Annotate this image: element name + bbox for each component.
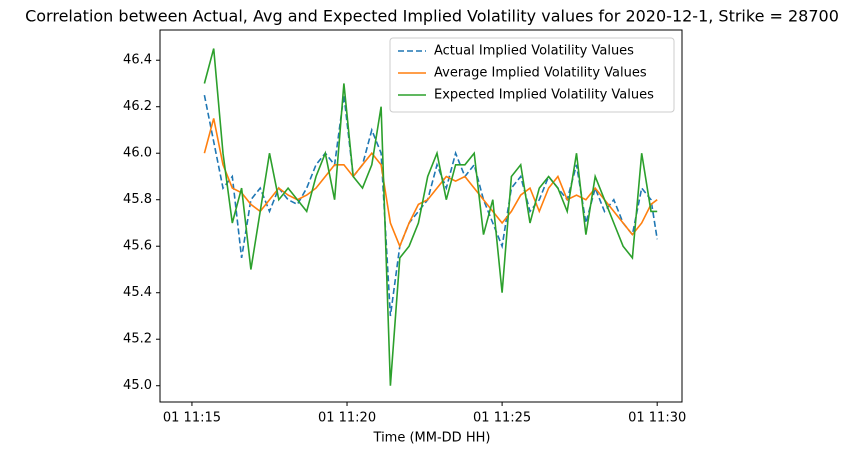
plot-frame: [159, 29, 683, 403]
y-tick-label: 46.4: [123, 53, 152, 68]
y-tick-label: 45.2: [123, 332, 152, 347]
series-line: [203, 94, 658, 317]
y-tick-label: 45.4: [123, 285, 152, 300]
legend-label: Expected Implied Volatility Values: [434, 88, 654, 103]
x-tick-label: 01 11:30: [628, 411, 686, 426]
y-tick-label: 45.6: [123, 239, 152, 254]
y-tick-label: 45.0: [123, 378, 152, 393]
x-axis-label: Time (MM-DD HH): [373, 431, 491, 446]
legend: Actual Implied Volatility Values Average …: [389, 37, 675, 113]
legend-label: Average Implied Volatility Values: [434, 66, 647, 81]
y-tick-label: 46.0: [123, 146, 152, 161]
x-tick-label: 01 11:15: [163, 411, 221, 426]
y-tick-label: 46.2: [123, 99, 152, 114]
chart-title: Correlation between Actual, Avg and Expe…: [25, 7, 839, 26]
series-line: [203, 48, 658, 386]
series-line: [203, 118, 658, 249]
x-tick-label: 01 11:20: [318, 411, 376, 426]
x-tick-label: 01 11:25: [473, 411, 531, 426]
legend-label: Actual Implied Volatility Values: [434, 44, 634, 59]
y-tick-label: 45.8: [123, 192, 152, 207]
legend-box: [389, 37, 675, 113]
